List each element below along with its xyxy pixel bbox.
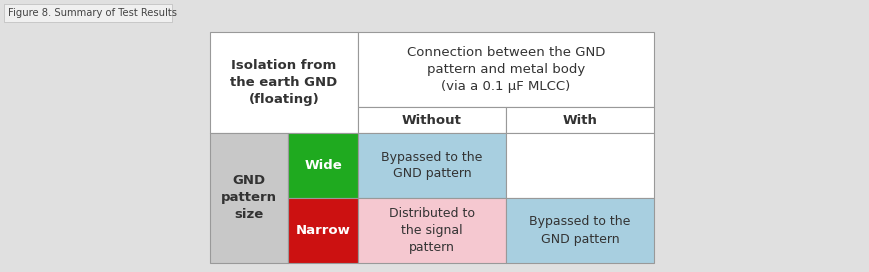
FancyBboxPatch shape [209,32,357,133]
Text: GND
pattern
size: GND pattern size [221,175,276,221]
Text: Connection between the GND
pattern and metal body
(via a 0.1 μF MLCC): Connection between the GND pattern and m… [407,46,605,93]
Text: Wide: Wide [304,159,342,172]
FancyBboxPatch shape [4,4,172,22]
FancyBboxPatch shape [506,198,653,263]
Text: Without: Without [401,113,461,126]
Text: Narrow: Narrow [295,224,350,237]
FancyBboxPatch shape [288,198,357,263]
Text: Figure 8. Summary of Test Results: Figure 8. Summary of Test Results [8,8,176,18]
FancyBboxPatch shape [288,133,357,198]
Text: Bypassed to the
GND pattern: Bypassed to the GND pattern [381,150,482,181]
FancyBboxPatch shape [209,133,288,263]
FancyBboxPatch shape [506,133,653,198]
FancyBboxPatch shape [357,198,506,263]
Text: Distributed to
the signal
pattern: Distributed to the signal pattern [388,207,474,254]
FancyBboxPatch shape [357,133,506,198]
Text: Isolation from
the earth GND
(floating): Isolation from the earth GND (floating) [230,59,337,106]
Text: With: With [562,113,597,126]
Text: Bypassed to the
GND pattern: Bypassed to the GND pattern [528,215,630,246]
FancyBboxPatch shape [506,107,653,133]
FancyBboxPatch shape [357,107,506,133]
FancyBboxPatch shape [357,32,653,107]
